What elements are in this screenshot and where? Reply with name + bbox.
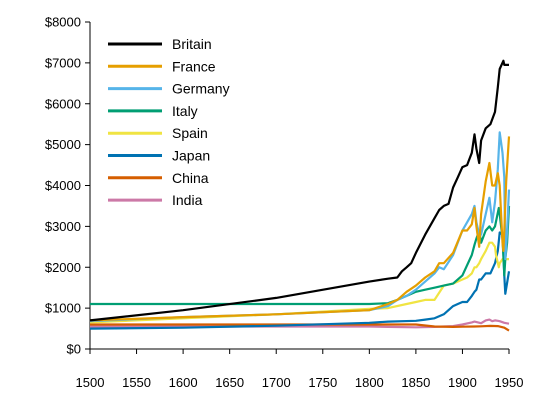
x-tick-label: 1700: [262, 375, 291, 390]
legend: Britain France Germany Italy Spain Japan China…: [108, 36, 230, 208]
legend-label-japan: Japan: [172, 148, 210, 164]
x-tick-label: 1950: [495, 375, 524, 390]
legend-label-france: France: [172, 58, 216, 74]
x-tick-label: 1500: [76, 375, 105, 390]
x-tick-label: 1900: [448, 375, 477, 390]
x-tick-label: 1550: [122, 375, 151, 390]
legend-label-spain: Spain: [172, 125, 208, 141]
x-tick-label: 1850: [401, 375, 430, 390]
axes: $0 $1000 $2000 $3000 $4000 $5000 $6000 $7000 $80…: [45, 15, 524, 391]
series-line-italy: [90, 205, 511, 306]
y-tick-label: $2000: [45, 260, 81, 275]
series-lines: [89, 59, 511, 332]
series-line-spain: [89, 241, 509, 324]
y-tick-label: $7000: [45, 55, 81, 70]
series-line-france: [89, 136, 511, 322]
series-line-britain: [89, 59, 509, 322]
y-tick-label: $3000: [45, 219, 81, 234]
y-tick-label: $6000: [45, 96, 81, 111]
y-tick-label: $0: [67, 342, 81, 357]
x-tick-label: 1650: [215, 375, 244, 390]
legend-label-india: India: [172, 192, 203, 208]
legend-label-italy: Italy: [172, 103, 198, 119]
x-tick-label: 1800: [355, 375, 384, 390]
y-tick-label: $1000: [45, 301, 81, 316]
y-tick-label: $8000: [45, 15, 81, 30]
y-tick-label: $4000: [45, 178, 81, 193]
series-line-india: [90, 318, 510, 329]
x-tick-label: 1600: [169, 375, 198, 390]
legend-label-britain: Britain: [172, 36, 212, 52]
x-tick-label: 1750: [308, 375, 337, 390]
y-tick-label: $5000: [45, 137, 81, 152]
legend-label-germany: Germany: [172, 81, 230, 97]
legend-label-china: China: [172, 170, 209, 186]
